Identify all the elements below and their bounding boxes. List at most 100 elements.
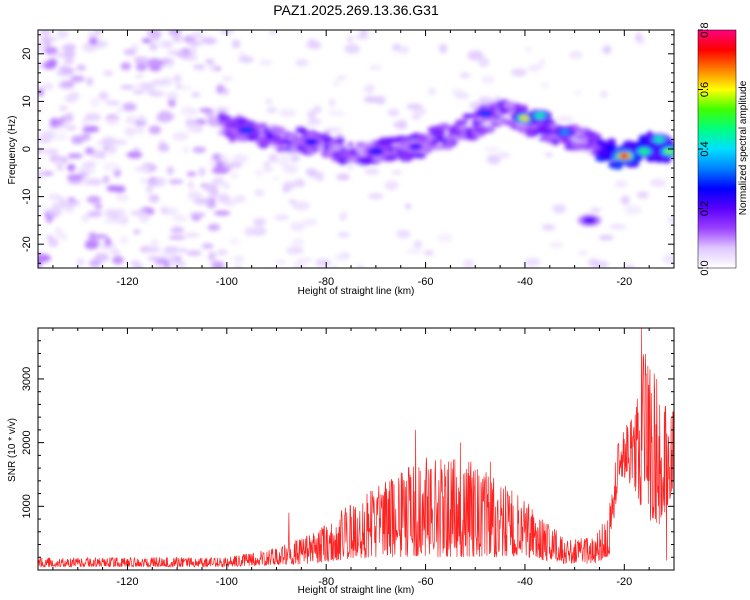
heatmap-blob xyxy=(292,201,311,211)
snr-y-axis-title: SNR (10 * v/v) xyxy=(7,418,18,482)
heatmap-blob xyxy=(201,243,214,250)
heatmap-blob xyxy=(313,105,322,114)
heatmap-blob xyxy=(104,217,111,224)
heatmap-blob xyxy=(94,203,103,210)
heatmap-blob xyxy=(103,70,113,76)
heatmap-blob xyxy=(505,119,516,125)
heatmap-blob xyxy=(261,167,274,172)
heatmap-blob xyxy=(497,152,511,158)
heatmap-blob xyxy=(519,115,530,122)
heatmap-blob xyxy=(147,58,163,68)
heatmap-blob xyxy=(42,82,54,91)
heatmap-blob xyxy=(175,84,183,89)
heatmap-blob xyxy=(134,166,151,172)
heatmap-blob xyxy=(538,58,546,67)
heatmap-blob xyxy=(104,237,112,247)
heatmap-blob xyxy=(209,62,217,72)
snr-panel: -120 -100 -80 -60 -40 -20 1000 2000 3000 Height … xyxy=(7,327,675,596)
heatmap-blob xyxy=(155,42,169,47)
heatmap-blob xyxy=(190,31,205,40)
heatmap-blob xyxy=(250,226,267,237)
heatmap-blob xyxy=(66,173,84,182)
snr-ticks: -120 -100 -80 -60 -40 -20 1000 2000 3000 xyxy=(21,327,675,588)
heatmap-blob xyxy=(307,109,316,120)
heatmap-blob xyxy=(138,213,150,223)
heatmap-blob xyxy=(598,235,614,241)
heatmap-blob xyxy=(279,152,296,158)
heatmap-blob xyxy=(148,91,165,97)
heatmap-blob xyxy=(406,103,423,110)
heatmap-blob xyxy=(108,216,122,224)
heatmap-blob xyxy=(54,226,63,237)
heatmap-blob xyxy=(86,195,101,204)
heatmap-blob xyxy=(663,157,671,164)
heatmap-blob xyxy=(163,246,180,253)
heatmap-blob xyxy=(133,229,141,234)
heatmap-blob xyxy=(126,151,143,159)
heatmap-blob xyxy=(156,112,174,122)
heatmap-blob xyxy=(451,139,458,145)
heatmap-blob xyxy=(668,215,674,225)
heatmap-blob xyxy=(215,260,225,268)
heatmap-blob xyxy=(295,59,309,67)
heatmap-blob xyxy=(274,214,290,221)
heatmap-blob xyxy=(218,155,229,162)
heatmap-blob xyxy=(170,226,185,234)
heatmap-blob xyxy=(214,160,224,170)
heatmap-blob xyxy=(331,110,346,117)
heatmap-blob xyxy=(60,233,68,241)
heatmap-blob xyxy=(356,265,365,268)
heatmap-blob xyxy=(42,149,60,155)
heatmap-blob xyxy=(42,256,52,261)
heatmap-blob xyxy=(140,178,147,184)
heatmap-blob xyxy=(143,246,161,253)
heatmap-blob xyxy=(459,72,471,78)
heatmap-blob xyxy=(137,115,146,124)
heatmap-blob xyxy=(315,171,324,182)
heatmap-blob xyxy=(589,207,602,213)
heatmap-blob xyxy=(158,143,170,152)
heatmap-blob xyxy=(115,194,130,202)
heatmap-blob xyxy=(478,57,490,68)
heatmap-blob xyxy=(215,107,229,114)
colorbar: 0.0 0.2 0.4 0.6 0.8 Normalized spectral ampl… xyxy=(697,22,749,276)
heatmap-blob xyxy=(163,261,170,268)
heatmap-blob xyxy=(204,183,218,194)
heatmap-blob xyxy=(259,59,273,66)
heatmap-blob xyxy=(191,91,201,99)
heatmap-blob xyxy=(586,133,602,140)
heatmap-blob xyxy=(534,112,545,119)
snr-series-line xyxy=(38,328,674,569)
heatmap-blob xyxy=(124,127,136,137)
heatmap-blob xyxy=(50,132,69,141)
heatmap-blob xyxy=(44,42,51,48)
heatmap-blob xyxy=(344,44,361,54)
heatmap-blob xyxy=(241,127,252,133)
heatmap-blob xyxy=(483,147,501,152)
heatmap-blob xyxy=(602,45,612,55)
heatmap-blob xyxy=(614,180,628,188)
y-tick-label: 2000 xyxy=(21,430,33,454)
heatmap-blob xyxy=(175,51,191,58)
heatmap-blob xyxy=(286,246,304,255)
heatmap-blob xyxy=(333,80,340,87)
heatmap-blob xyxy=(462,113,476,120)
heatmap-blob xyxy=(212,177,225,186)
heatmap-blob xyxy=(148,194,160,203)
heatmap-blob xyxy=(193,197,211,205)
heatmap-blob xyxy=(193,64,206,70)
heatmap-blob xyxy=(234,195,246,203)
heatmap-blob xyxy=(337,232,350,238)
heatmap-blob xyxy=(442,144,453,150)
heatmap-blob xyxy=(60,80,75,88)
heatmap-blob xyxy=(38,170,45,179)
heatmap-blob xyxy=(49,117,60,128)
heatmap-blob xyxy=(182,145,190,154)
heatmap-blob xyxy=(556,116,574,123)
heatmap-blob xyxy=(186,171,197,177)
y-tick-label: 1000 xyxy=(21,494,33,518)
heatmap-blob xyxy=(291,237,305,247)
snr-x-axis-title: Height of straight line (km) xyxy=(298,585,415,596)
